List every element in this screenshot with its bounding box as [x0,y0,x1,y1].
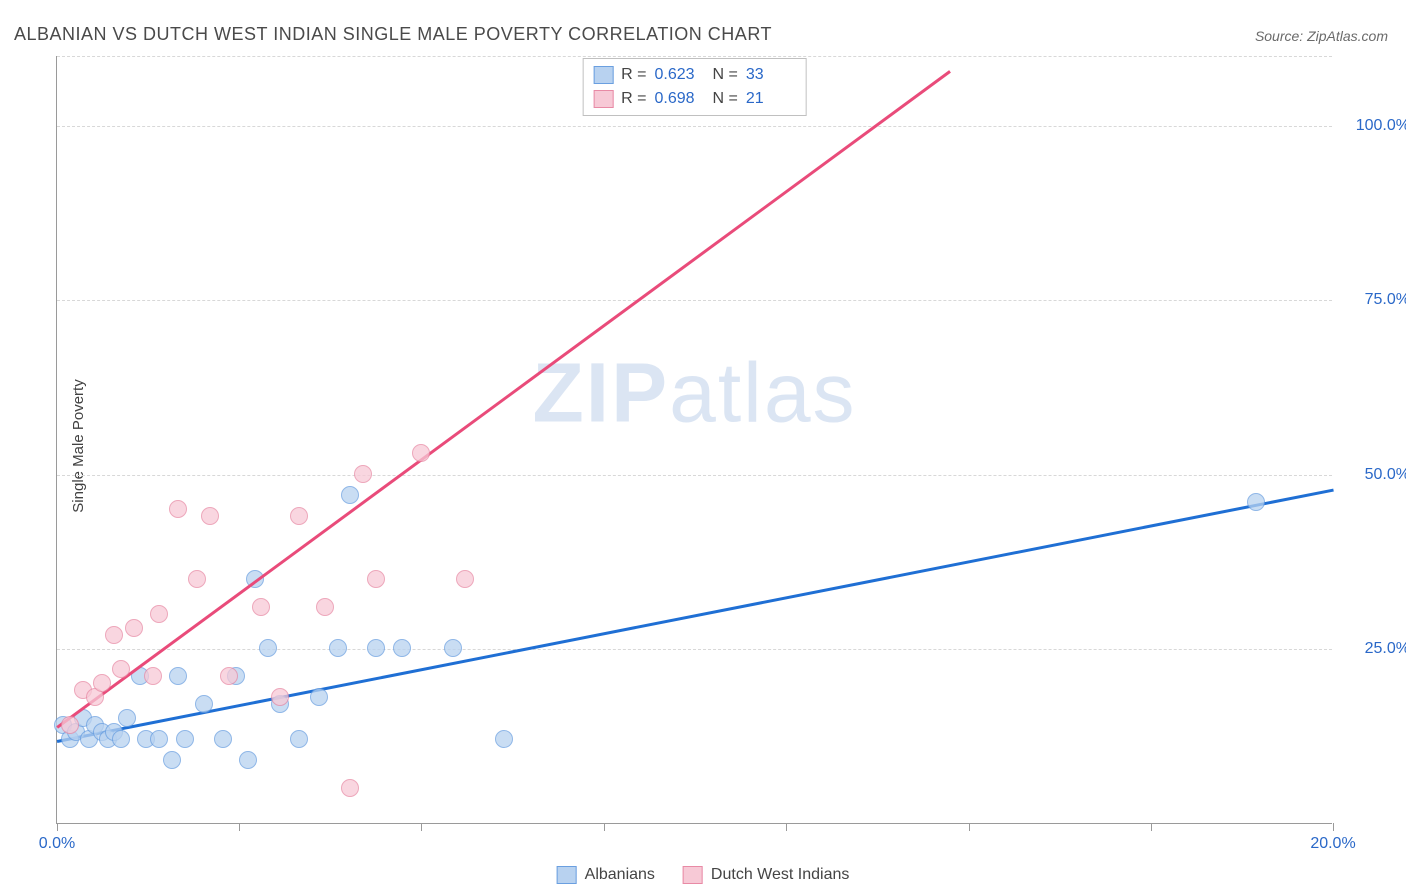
gridline [57,475,1332,476]
marker-albanians [118,709,136,727]
marker-albanians [310,688,328,706]
marker-albanians [393,639,411,657]
y-tick-label: 50.0% [1365,466,1406,484]
marker-dutch [220,667,238,685]
x-tick [786,823,787,831]
marker-albanians [169,667,187,685]
marker-albanians [1247,493,1265,511]
swatch-albanians [593,66,613,84]
marker-albanians [176,730,194,748]
marker-dutch [367,570,385,588]
marker-dutch [93,674,111,692]
r-value-dutch: 0.698 [655,87,705,111]
stats-row-dutch: R = 0.698 N = 21 [593,87,796,111]
gridline [57,300,1332,301]
x-tick [1333,823,1334,831]
legend-label-dutch: Dutch West Indians [711,866,849,884]
y-tick-label: 100.0% [1356,117,1406,135]
marker-dutch [61,716,79,734]
watermark-light: atlas [669,346,856,440]
marker-dutch [290,507,308,525]
marker-albanians [214,730,232,748]
plot-area: ZIPatlas R = 0.623 N = 33 R = 0.698 N = … [56,56,1332,824]
marker-dutch [112,660,130,678]
source-attribution: Source: ZipAtlas.com [1255,28,1388,44]
marker-dutch [188,570,206,588]
marker-albanians [367,639,385,657]
n-label: N = [713,87,738,111]
n-value-dutch: 21 [746,87,796,111]
stats-row-albanians: R = 0.623 N = 33 [593,63,796,87]
regression-line-dutch [56,70,951,728]
marker-dutch [316,598,334,616]
r-label: R = [621,87,646,111]
marker-albanians [341,486,359,504]
marker-albanians [112,730,130,748]
x-tick-label: 20.0% [1310,835,1355,853]
marker-dutch [252,598,270,616]
x-tick-label: 0.0% [39,835,75,853]
marker-albanians [150,730,168,748]
marker-dutch [125,619,143,637]
marker-dutch [271,688,289,706]
marker-dutch [144,667,162,685]
r-value-albanians: 0.623 [655,63,705,87]
marker-dutch [150,605,168,623]
legend-label-albanians: Albanians [585,866,655,884]
swatch-albanians-bottom [557,866,577,884]
marker-albanians [195,695,213,713]
marker-dutch [456,570,474,588]
chart-container: ALBANIAN VS DUTCH WEST INDIAN SINGLE MAL… [0,0,1406,892]
gridline [57,56,1332,57]
marker-albanians [495,730,513,748]
stats-legend: R = 0.623 N = 33 R = 0.698 N = 21 [582,58,807,116]
x-tick [604,823,605,831]
swatch-dutch-bottom [683,866,703,884]
n-value-albanians: 33 [746,63,796,87]
marker-albanians [444,639,462,657]
y-tick-label: 25.0% [1365,640,1406,658]
marker-albanians [259,639,277,657]
x-tick [1151,823,1152,831]
gridline [57,126,1332,127]
marker-dutch [412,444,430,462]
marker-dutch [201,507,219,525]
bottom-legend: Albanians Dutch West Indians [557,866,850,884]
legend-item-albanians: Albanians [557,866,655,884]
marker-dutch [105,626,123,644]
gridline [57,649,1332,650]
x-tick [239,823,240,831]
n-label: N = [713,63,738,87]
r-label: R = [621,63,646,87]
watermark: ZIPatlas [532,345,856,442]
marker-dutch [354,465,372,483]
y-tick-label: 75.0% [1365,291,1406,309]
x-tick [969,823,970,831]
marker-dutch [341,779,359,797]
x-tick [421,823,422,831]
legend-item-dutch: Dutch West Indians [683,866,849,884]
marker-albanians [239,751,257,769]
marker-albanians [329,639,347,657]
regression-line-albanians [57,489,1333,743]
marker-albanians [163,751,181,769]
marker-albanians [290,730,308,748]
chart-title: ALBANIAN VS DUTCH WEST INDIAN SINGLE MAL… [14,24,772,45]
marker-dutch [169,500,187,518]
swatch-dutch [593,90,613,108]
x-tick [57,823,58,831]
